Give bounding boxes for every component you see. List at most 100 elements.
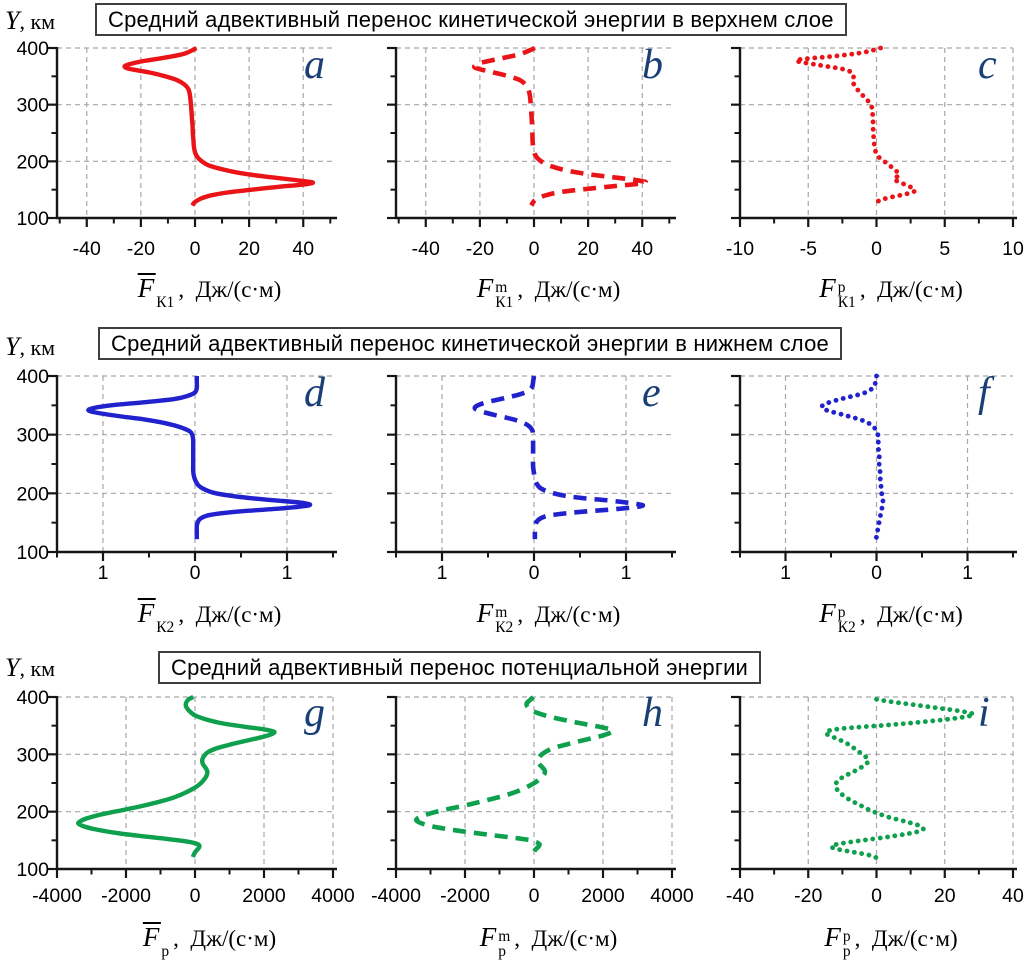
flux-symbol-barred: F (137, 595, 156, 631)
x-tick-label: 1 (437, 562, 448, 584)
y-tick-label: 400 (16, 687, 49, 709)
subscript: К1 (495, 293, 514, 311)
x-tick-label: -4000 (371, 885, 421, 907)
y-tick-label: 100 (16, 542, 49, 564)
y-tick-label: 400 (16, 366, 49, 388)
data-curve-e (472, 375, 646, 540)
data-curve-c (793, 45, 918, 208)
y-tick-label: 300 (16, 744, 49, 766)
subscript: К2 (837, 618, 856, 636)
x-tick-label: 20 (934, 885, 956, 907)
x-tick-label: 4000 (650, 885, 694, 907)
x-tick-label: 20 (238, 238, 260, 260)
superscript: m (498, 927, 511, 945)
subscript: К1 (156, 293, 175, 311)
flux-symbol: F (479, 922, 497, 952)
panel-h: -4000 -2000 0 2000 4000 (371, 695, 694, 907)
panel-letter-b: b (642, 42, 663, 88)
panel-letter-f: f (978, 370, 990, 416)
x-tick-label: 0 (871, 562, 882, 584)
x-tick-label: 1 (621, 562, 632, 584)
x-tick-label: 0 (871, 238, 882, 260)
flux-sub-sup-scripts: m К2 (495, 603, 513, 635)
y-tick-label: 300 (16, 425, 49, 447)
x-tick-label: -40 (73, 238, 101, 260)
y-tick-label: 300 (16, 95, 49, 117)
axis-units: , Дж/(с·м) (514, 926, 618, 951)
x-tick-label: 4000 (311, 885, 355, 907)
data-curve-d (86, 375, 313, 540)
axis-title-d: F К2, Дж/(с·м) (137, 595, 282, 635)
panel-f: 1 0 1 (731, 373, 1017, 584)
y-axis-units: , км (19, 656, 56, 681)
flux-sub-sup-scripts: m К1 (495, 278, 514, 311)
x-tick-label: -4000 (32, 885, 82, 907)
flux-sub-sup-scripts: К1 (156, 281, 174, 310)
y-axis-symbol: Y (5, 6, 20, 35)
panel-d: 400 300 200 100 1 0 1 (16, 366, 337, 584)
flux-sub-sup-scripts: p К1 (837, 278, 856, 311)
x-tick-label: 2000 (581, 885, 625, 907)
axis-units: , Дж/(с·м) (178, 277, 282, 302)
data-curve-g (76, 695, 277, 858)
x-tick-label: -40 (412, 238, 440, 260)
panel-i: -40 -20 0 20 40 (726, 695, 1024, 907)
x-tick-label: 0 (529, 562, 540, 584)
subscript: р (161, 942, 170, 960)
panel-letter-c: c (978, 42, 997, 88)
x-tick-label: 0 (871, 885, 882, 907)
flux-sub-sup-scripts: р (161, 930, 169, 959)
y-tick-label: 400 (16, 38, 49, 60)
y-tick-label: 200 (16, 151, 49, 173)
subscript: К1 (837, 293, 856, 311)
x-tick-label: 0 (190, 238, 201, 260)
y-axis-label-row3: Y, км (5, 653, 55, 683)
y-tick-label: 200 (16, 483, 49, 505)
x-tick-label: -10 (726, 238, 754, 260)
x-tick-label: 0 (529, 885, 540, 907)
data-curve-h (413, 695, 616, 859)
data-curve-i (823, 696, 977, 861)
x-tick-label: 40 (1002, 885, 1024, 907)
panel-letter-h: h (642, 690, 663, 736)
data-curve-f (819, 373, 886, 543)
y-axis-label-row1: Y, км (5, 6, 55, 36)
panel-letter-g: g (304, 690, 325, 736)
flux-symbol-barred: F (137, 270, 156, 306)
panel-letter-i: i (978, 690, 990, 736)
axis-units: , Дж/(с·м) (517, 602, 621, 627)
x-tick-label: -2000 (440, 885, 490, 907)
panel-letter-d: d (304, 370, 325, 416)
flux-symbol: F (824, 922, 841, 952)
superscript: p (837, 278, 846, 296)
row-title-upper-layer: Средний адвективный перенос кинетической… (95, 3, 847, 36)
data-curve-a (122, 46, 316, 207)
x-tick-label: -20 (127, 238, 155, 260)
x-tick-label: 2000 (242, 885, 286, 907)
row-title-potential-energy: Средний адвективный перенос потенциально… (158, 651, 762, 684)
axis-units: , Дж/(с·м) (178, 602, 282, 627)
superscript: m (495, 603, 508, 621)
superscript: m (495, 278, 508, 296)
axis-units: , Дж/(с·м) (173, 926, 277, 951)
panel-g: 400 300 200 100 -4000 -2000 0 2000 4000 (16, 687, 354, 907)
axis-units: , Дж/(с·м) (517, 277, 621, 302)
flux-symbol: F (476, 598, 494, 628)
x-tick-label: 0 (190, 562, 201, 584)
y-tick-label: 100 (16, 208, 49, 230)
flux-symbol-barred: F (142, 919, 161, 955)
superscript: p (837, 603, 846, 621)
subscript: р (842, 942, 851, 960)
subscript: р (498, 942, 506, 960)
axis-title-g: F р, Дж/(с·м) (142, 919, 276, 959)
panel-letter-e: e (642, 370, 661, 416)
y-axis-units: , км (19, 9, 56, 34)
x-tick-label: 5 (939, 238, 950, 260)
